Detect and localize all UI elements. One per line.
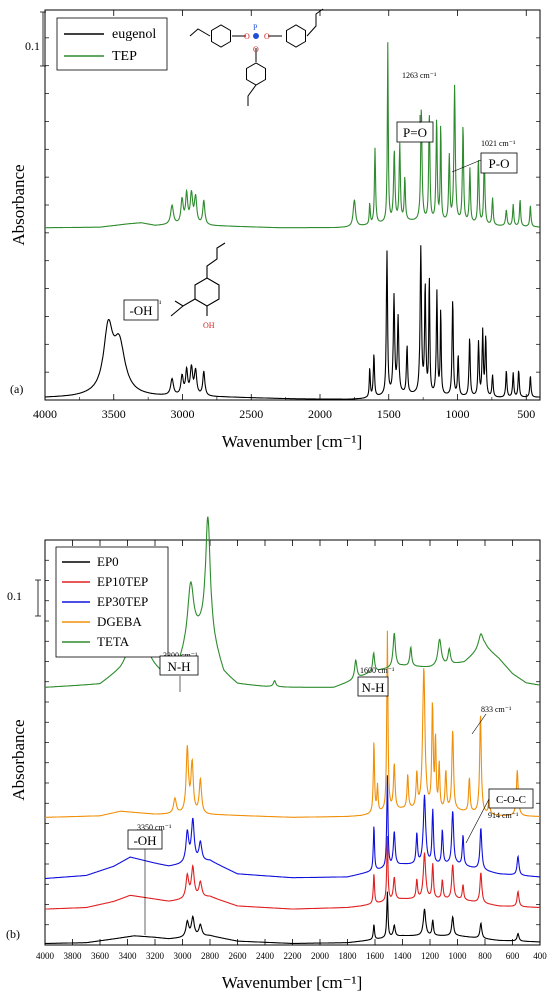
annotation-label: N-H <box>361 680 384 695</box>
panel-b-scale-label: 0.1 <box>7 589 22 603</box>
panel-b-ylabel: Absorbance <box>9 719 28 800</box>
annotation-leader <box>451 159 482 173</box>
panel-b-xtick-label: 3800 <box>64 951 83 961</box>
panel-a-legend <box>56 17 168 71</box>
panel-b: 4000 3800 3600 3400 3200 3000 2800 2600 2400 2200… <box>6 516 547 992</box>
panel-a-xtick-label: 3500 <box>102 407 126 421</box>
annotation-label: -OH <box>133 833 156 848</box>
annotation-box <box>357 676 389 697</box>
annotation-box <box>123 299 159 321</box>
annotation-leader <box>471 713 487 735</box>
tep-phosphorus-dot <box>253 33 259 39</box>
annotation-value: 833 cm⁻¹ <box>481 705 512 714</box>
legend-label-eugenol: eugenol <box>112 27 156 42</box>
tep-o-text: O <box>244 32 250 41</box>
annotation-value: 1600 cm⁻¹ <box>360 666 395 675</box>
panel-a: 4000 3500 3000 2500 2000 1500 1000 500 Wavenumbe… <box>9 8 541 451</box>
annotation-label: P=O <box>403 125 427 140</box>
panel-b-xtick-label: 400 <box>533 951 547 961</box>
tep-bonds <box>232 35 282 62</box>
annotation-value: 914 cm⁻¹ <box>488 811 519 820</box>
annotation-label: N-H <box>167 659 190 674</box>
legend-label-dgeba: DGEBA <box>97 614 142 629</box>
panel-b-label: (b) <box>6 927 20 941</box>
eugenol-structure: OH <box>170 242 226 330</box>
annotation-box <box>396 121 434 143</box>
panel-b-xtick-label: 1200 <box>421 951 440 961</box>
panel-a-xtick-label: 3000 <box>171 407 195 421</box>
panel-a-scale-bar <box>40 11 46 67</box>
annotation-box <box>480 152 518 174</box>
series-line-ep30tep <box>45 775 540 880</box>
panel-b-xtick-label: 3600 <box>91 951 110 961</box>
panel-a-xlabel: Wavenumber [cm⁻¹] <box>222 432 363 451</box>
panel-b-xtick-label: 3400 <box>119 951 138 961</box>
panel-b-xtick-label: 3200 <box>146 951 165 961</box>
eugenol-oh-text: OH <box>203 321 215 330</box>
tep-allyl <box>189 8 324 106</box>
panel-b-xtick-label: 2200 <box>284 951 303 961</box>
legend-label-ep30tep: EP30TEP <box>97 594 148 609</box>
legend-label-ep0: EP0 <box>97 554 119 569</box>
tep-o-text: O <box>253 45 259 54</box>
annotation-label: -OH <box>129 303 152 318</box>
panel-b-xtick-label: 2000 <box>311 951 330 961</box>
series-line-tep <box>45 42 541 229</box>
legend-label-teta: TETA <box>97 634 130 649</box>
series-line-eugenol <box>45 245 540 400</box>
panel-b-xtick-label: 1000 <box>449 951 468 961</box>
annotation-value: 1263 cm⁻¹ <box>402 71 437 80</box>
panel-a-xtick-label: 2500 <box>239 407 263 421</box>
tep-ring <box>246 62 266 86</box>
tep-o-text: O <box>264 32 270 41</box>
eugenol-allyl <box>206 242 226 278</box>
panel-b-scale-bar <box>35 579 41 617</box>
annotation-label: C-O-C <box>496 794 526 806</box>
annotation-leader <box>465 798 490 844</box>
panel-a-xtick-label: 500 <box>517 407 535 421</box>
panel-a-xtick-label: 1000 <box>446 407 470 421</box>
panel-b-xtick-label: 4000 <box>36 951 55 961</box>
annotation-box <box>159 655 199 676</box>
panel-b-xtick-label: 800 <box>478 951 492 961</box>
eugenol-methoxy <box>170 298 196 317</box>
panel-a-scale-label: 0.1 <box>25 39 40 53</box>
annotation-box <box>488 788 534 809</box>
tep-ring <box>211 24 231 48</box>
panel-b-xtick-label: 1400 <box>394 951 413 961</box>
tep-structure: PO OO <box>189 8 324 106</box>
series-line-ep10tep <box>45 835 540 910</box>
panel-b-xtick-label: 1600 <box>366 951 385 961</box>
panel-a-xtick-label: 2000 <box>308 407 332 421</box>
annotation-value: 3300 cm⁻¹ <box>163 651 198 660</box>
legend-label-tep: TEP <box>112 49 137 64</box>
series-line-ep0 <box>45 891 540 945</box>
panel-b-xtick-label: 2800 <box>201 951 220 961</box>
panel-b-xtick-label: 1800 <box>339 951 358 961</box>
annotation-value: 3350 cm⁻¹ <box>137 823 172 832</box>
series-line-dgeba <box>45 630 540 818</box>
tep-p-text: P <box>253 23 258 32</box>
panel-a-label: (a) <box>10 382 23 396</box>
panel-b-xtick-label: 2600 <box>229 951 248 961</box>
legend-label-ep10tep: EP10TEP <box>97 574 148 589</box>
eugenol-ring <box>194 277 220 307</box>
panel-a-ylabel: Absorbance <box>9 164 28 245</box>
annotation-label: P-O <box>489 156 510 171</box>
panel-a-xtick-label: 4000 <box>33 407 57 421</box>
panel-b-xlabel: Wavenumber [cm⁻¹] <box>222 973 363 992</box>
panel-b-xtick-label: 3000 <box>174 951 193 961</box>
annotation-value: 1021 cm⁻¹ <box>481 139 516 148</box>
tep-ring <box>286 24 306 48</box>
panel-b-xtick-label: 2400 <box>256 951 275 961</box>
panel-a-xtick-label: 1500 <box>377 407 401 421</box>
panel-b-xtick-label: 600 <box>506 951 520 961</box>
